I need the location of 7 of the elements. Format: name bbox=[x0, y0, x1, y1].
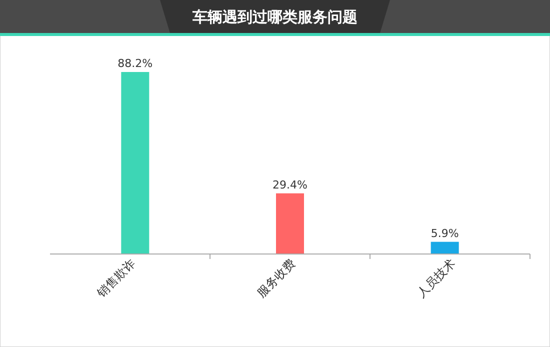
data-label: 88.2% bbox=[118, 57, 153, 70]
x-tick-label: 销售欺诈 bbox=[94, 256, 138, 301]
data-label: 29.4% bbox=[272, 178, 308, 192]
x-tick-label: 人员技术 bbox=[414, 256, 458, 300]
chart-title: 车辆遇到过哪类服务问题 bbox=[192, 8, 358, 26]
data-label: 5.9% bbox=[430, 226, 459, 240]
x-tick-label: 服务收费 bbox=[254, 256, 298, 300]
